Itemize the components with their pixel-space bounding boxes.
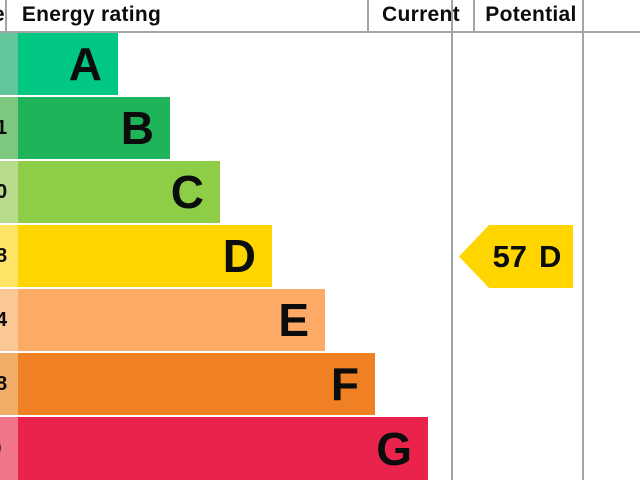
- band-row-c: 69-80C: [0, 161, 640, 225]
- score-range-b: 81-91: [0, 97, 18, 159]
- current-rating-band: D: [539, 238, 562, 274]
- potential-column-header: Potential: [473, 0, 640, 31]
- band-row-e: 39-54E: [0, 289, 640, 353]
- score-range-c: 69-80: [0, 161, 18, 223]
- current-column-header: Current: [366, 0, 474, 31]
- band-bar-a: A: [18, 33, 118, 95]
- current-rating-value: 57: [492, 238, 528, 274]
- band-bar-b: B: [18, 97, 170, 159]
- score-range-d: 55-68: [0, 225, 18, 287]
- score-column-header: Score: [0, 0, 7, 31]
- potential-column-divider: [582, 0, 584, 480]
- band-bar-e: E: [18, 289, 325, 351]
- table-header: Score Energy rating Current Potential: [0, 0, 640, 33]
- current-column-divider: [451, 0, 453, 480]
- band-bar-c: C: [18, 161, 220, 223]
- band-row-g: 1-20G: [0, 417, 640, 480]
- band-bar-g: G: [18, 417, 428, 480]
- energy-rating-column-header: Energy rating: [21, 3, 162, 26]
- band-row-f: 21-38F: [0, 353, 640, 417]
- band-row-d: 55-68D: [0, 225, 640, 289]
- band-bar-f: F: [18, 353, 375, 415]
- score-range-f: 21-38: [0, 353, 18, 415]
- band-row-a: 92+A: [0, 33, 640, 97]
- band-bar-d: D: [18, 225, 272, 287]
- band-rows: 92+A81-91B69-80C55-68D39-54E21-38F1-20G: [0, 33, 640, 480]
- score-range-e: 39-54: [0, 289, 18, 351]
- score-range-a: 92+: [0, 33, 18, 95]
- score-range-g: 1-20: [0, 417, 18, 480]
- band-row-b: 81-91B: [0, 97, 640, 161]
